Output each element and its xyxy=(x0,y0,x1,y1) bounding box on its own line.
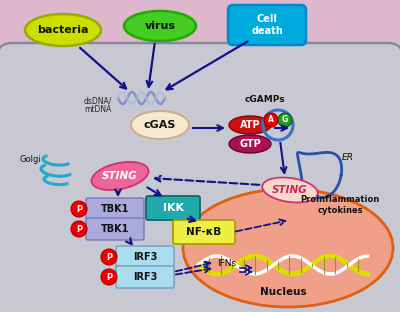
Text: P: P xyxy=(76,225,82,233)
FancyBboxPatch shape xyxy=(228,5,306,45)
Circle shape xyxy=(264,113,278,127)
Text: IKK: IKK xyxy=(162,203,184,213)
Ellipse shape xyxy=(183,189,393,307)
Circle shape xyxy=(101,269,117,285)
Text: STING: STING xyxy=(272,185,308,195)
Text: STING: STING xyxy=(102,171,138,181)
Text: NF-κB: NF-κB xyxy=(186,227,222,237)
Text: Proinflammation
cytokines: Proinflammation cytokines xyxy=(300,195,380,215)
Ellipse shape xyxy=(262,178,318,202)
FancyBboxPatch shape xyxy=(116,266,174,288)
Text: GTP: GTP xyxy=(239,139,261,149)
Ellipse shape xyxy=(25,14,101,46)
Text: A: A xyxy=(268,115,274,124)
Text: ER: ER xyxy=(342,154,354,163)
Text: P: P xyxy=(106,272,112,281)
Circle shape xyxy=(101,249,117,265)
Text: bacteria: bacteria xyxy=(37,25,89,35)
Circle shape xyxy=(278,113,292,127)
Text: Nucleus: Nucleus xyxy=(260,287,306,297)
Text: ATP: ATP xyxy=(240,120,260,130)
Text: virus: virus xyxy=(144,21,176,31)
Ellipse shape xyxy=(229,135,271,153)
Text: mtDNA: mtDNA xyxy=(84,105,112,114)
Text: IRF3: IRF3 xyxy=(133,252,157,262)
Ellipse shape xyxy=(131,111,189,139)
Circle shape xyxy=(71,221,87,237)
Text: TBK1: TBK1 xyxy=(101,204,129,214)
FancyBboxPatch shape xyxy=(173,220,235,244)
Text: P: P xyxy=(76,204,82,213)
Text: dsDNA/: dsDNA/ xyxy=(84,96,112,105)
Text: IRF3: IRF3 xyxy=(133,272,157,282)
Text: cGAMPs: cGAMPs xyxy=(245,95,285,105)
Ellipse shape xyxy=(92,162,148,190)
Circle shape xyxy=(71,201,87,217)
FancyBboxPatch shape xyxy=(86,218,144,240)
Text: TBK1: TBK1 xyxy=(101,224,129,234)
Ellipse shape xyxy=(124,11,196,41)
Text: G: G xyxy=(282,115,288,124)
Text: P: P xyxy=(106,252,112,261)
Text: IFNs: IFNs xyxy=(218,259,236,267)
Text: Cell
death: Cell death xyxy=(251,14,283,36)
FancyBboxPatch shape xyxy=(116,246,174,268)
Text: Golgi: Golgi xyxy=(19,155,41,164)
Text: cGAS: cGAS xyxy=(144,120,176,130)
Ellipse shape xyxy=(229,116,271,134)
FancyBboxPatch shape xyxy=(146,196,200,220)
FancyBboxPatch shape xyxy=(0,43,400,312)
FancyBboxPatch shape xyxy=(86,198,144,220)
